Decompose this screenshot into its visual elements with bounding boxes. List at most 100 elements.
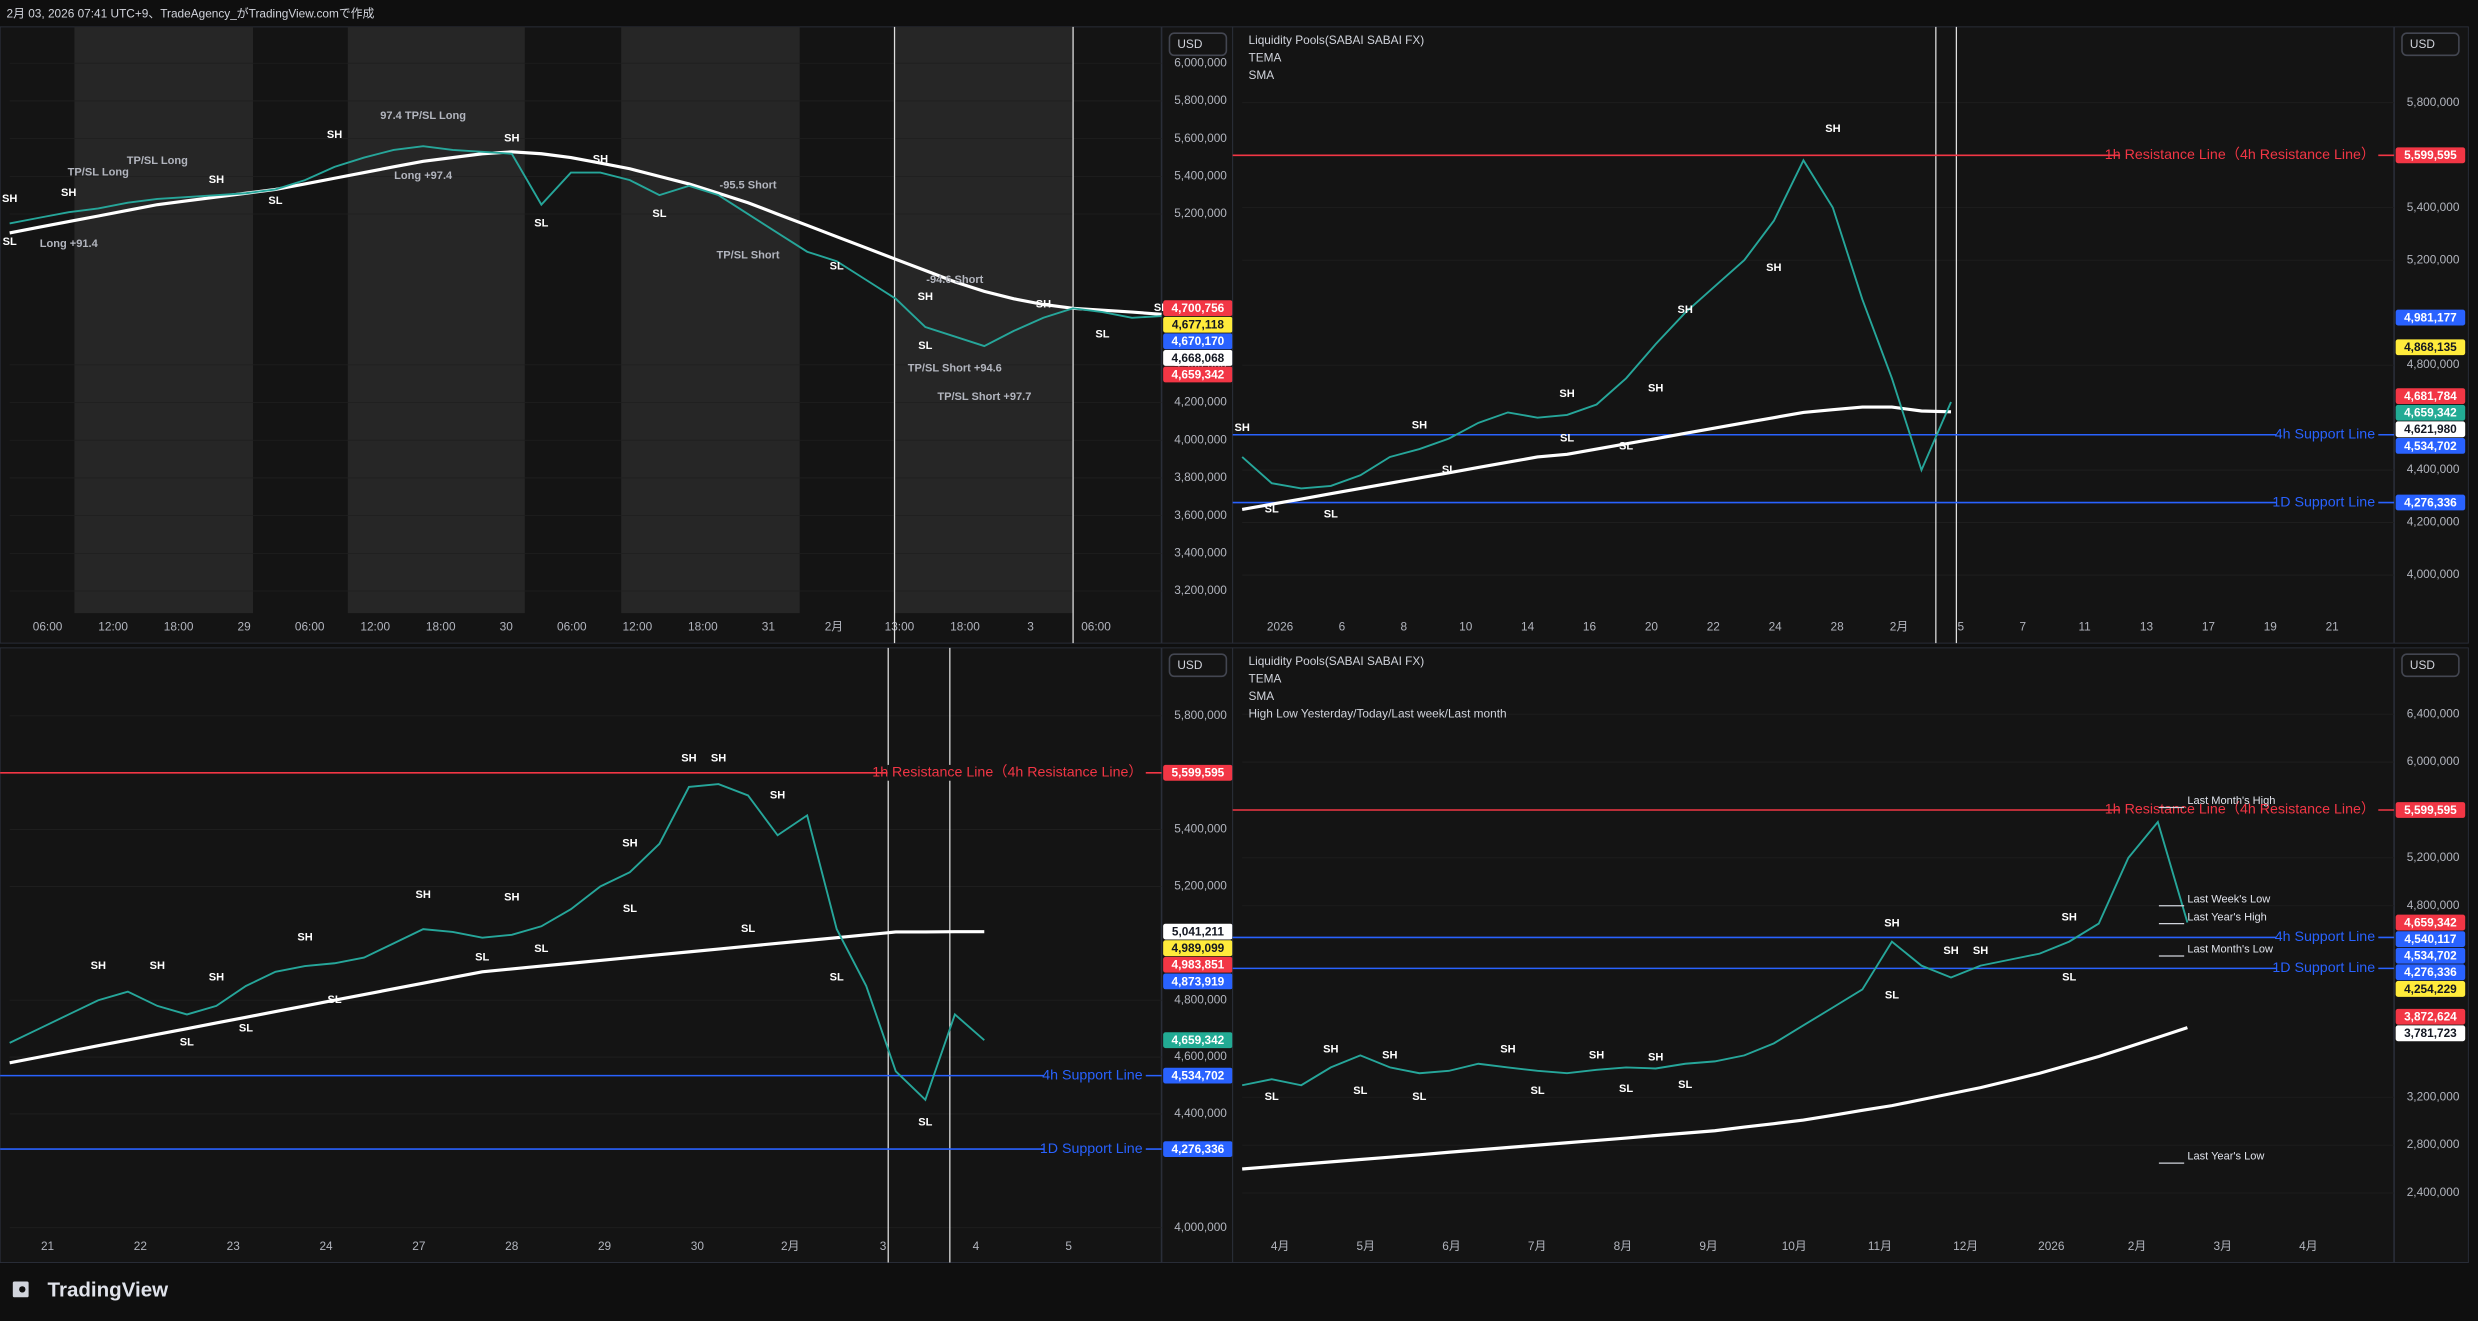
pivot-marker: SH [209,971,224,983]
price-tag-label: 4,873,919 [1172,974,1225,988]
y-tick-label: 4,800,000 [2407,898,2460,912]
legend-entry: Liquidity Pools(SABAI SABAI FX) [1248,33,1424,47]
pivot-marker: SL [1442,464,1456,476]
pivot-marker: SH [1500,1043,1515,1055]
caption: 2月 03, 2026 07:41 UTC+9、TradeAgency_がTra… [6,6,374,20]
pivot-marker: SH [1973,945,1988,957]
y-tick-label: 5,200,000 [1174,879,1227,893]
level-label: 4h Support Line [2275,426,2375,442]
x-tick-label: 21 [41,1239,55,1253]
pivot-marker: SH [622,838,637,850]
price-tag [1163,1067,1233,1084]
x-tick-label: 31 [762,619,776,633]
x-tick-label: 28 [505,1239,519,1253]
price-tag-label: 4,670,170 [1172,334,1225,348]
pivot-marker: SH [1559,388,1574,400]
pivot-marker: SH [1589,1049,1604,1061]
pivot-marker: SL [534,217,548,229]
x-tick-label: 06:00 [557,619,587,633]
pivot-marker: SH [504,892,519,904]
y-tick-label: 6,000,000 [2407,754,2460,768]
x-tick-label: 9月 [1699,1239,1717,1253]
currency-button[interactable] [1168,653,1228,678]
price-tag-label: 4,983,851 [1172,958,1225,972]
pivot-marker: TP/SL Short +94.6 [908,363,1002,375]
price-line [1241,820,2189,1087]
hl-label: Last Month's Low [2187,944,2273,956]
pivot-marker: SL [1560,433,1574,445]
legend-entry: TEMA [1248,51,1281,65]
pivot-marker: SL [1265,1091,1279,1103]
price-tag-label: 5,041,211 [1172,925,1224,939]
price-tag-label: 4,677,118 [1172,318,1224,332]
x-tick-label: 11 [2078,619,2091,633]
y-tick-label: 5,200,000 [2407,850,2460,864]
x-tick-label: 10 [1459,619,1473,633]
price-line [9,145,1162,348]
pivot-marker: SL [475,951,489,963]
x-tick-label: 12:00 [360,619,390,633]
pivot-marker: SL [830,261,844,273]
level-label: 1D Support Line [2272,494,2375,510]
currency-button[interactable] [1168,32,1228,57]
price-tag-label: 4,534,702 [2404,949,2457,963]
price-tag [2395,964,2466,981]
x-tick-label: 19 [2264,619,2278,633]
x-tick-label: 29 [238,619,252,633]
pane-background [1232,647,2469,1264]
pivot-marker: Long +97.4 [394,170,453,182]
price-tag-label: 4,540,117 [2404,932,2456,946]
legend-entry: TEMA [1248,672,1281,686]
pivot-marker: SL [268,195,282,207]
y-tick-label: 3,600,000 [1174,508,1227,522]
y-tick-label: 6,400,000 [2407,706,2460,720]
x-tick-label: 24 [1769,619,1783,633]
price-tag-label: 4,621,980 [2404,422,2457,436]
level-label-bg [1043,1141,1146,1157]
pivot-marker: SH [1234,422,1249,434]
chart-pane: 5,800,000 5,400,000 5,200,000 4,800,000 4,40… [1232,26,2469,644]
level-label: 1h Resistance Line（4h Resistance Line） [2105,146,2375,163]
x-tick-label: 6 [1339,619,1346,633]
level-label-bg [2120,147,2379,164]
pivot-marker: 97.4 TP/SL Long [380,110,466,122]
x-tick-label: 6月 [1442,1239,1460,1253]
y-tick-label: 5,600,000 [1174,131,1227,145]
x-tick-label: 4月 [1271,1239,1289,1253]
x-tick-label: 16 [1583,619,1597,633]
price-tag [2395,309,2466,326]
pivot-marker: TP/SL Short +97.7 [937,391,1031,403]
pivot-marker: TP/SL Long [127,155,188,167]
brand-logo [12,1281,29,1298]
price-tag [1163,764,1233,781]
price-tag [2395,438,2466,454]
x-tick-label: 27 [412,1239,425,1253]
price-tag [2395,981,2466,997]
y-tick-label: 3,800,000 [1174,470,1227,484]
x-tick-label: 18:00 [426,619,456,633]
x-tick-label: 5 [1958,619,1965,633]
price-tag-label: 5,599,595 [2404,803,2457,817]
price-tag [2395,494,2466,511]
x-tick-label: 10月 [1782,1239,1807,1253]
x-tick-label: 7 [2019,619,2026,633]
currency-button[interactable] [2401,32,2460,57]
currency-button[interactable] [2401,653,2460,678]
price-tag [1163,333,1233,350]
pivot-marker: SH [327,129,342,141]
pivot-marker: SL [1678,1079,1692,1091]
y-tick-label: 5,200,000 [2407,252,2460,266]
pivot-marker: SL [741,923,755,935]
pivot-marker: SL [534,943,548,955]
brand[interactable]: TradingView [48,1278,170,1301]
panes: 6,000,000 5,800,000 5,600,000 5,400,000 5,20… [0,26,2469,1264]
x-tick-label: 06:00 [295,619,325,633]
pivot-marker: SL [1265,503,1279,515]
price-tag [2395,404,2466,421]
legend-entry: SMA [1248,689,1274,703]
x-tick-label: 2月 [825,619,843,633]
level-label: 4h Support Line [2275,929,2375,945]
x-tick-label: 2月 [2128,1239,2146,1253]
x-tick-label: 20 [1645,619,1659,633]
